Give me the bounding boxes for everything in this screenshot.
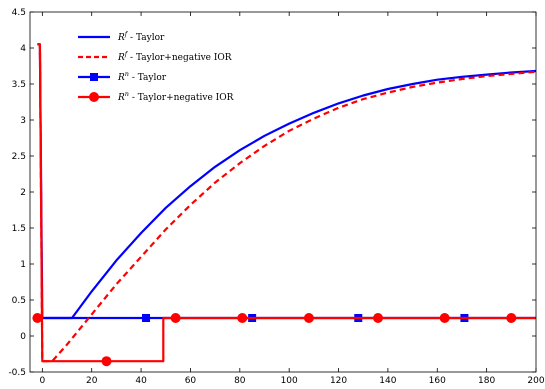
x-tick-label: 80 <box>234 376 246 386</box>
legend-label-superscript: n <box>125 90 129 98</box>
legend-label: Rf - Taylor <box>117 30 165 43</box>
legend-label-text: - Taylor <box>127 33 165 43</box>
x-tick-label: 140 <box>379 376 396 386</box>
y-tick-label: 0 <box>20 332 26 342</box>
x-tick-label: 100 <box>281 376 298 386</box>
legend-label-text: - Taylor+negative IOR <box>129 93 234 103</box>
legend-label-symbol: R <box>117 53 125 63</box>
data-point-circle <box>237 313 248 323</box>
legend-label-superscript: n <box>125 70 129 78</box>
legend-label-superscript: f <box>124 30 129 38</box>
axis-ticks: 0 20 40 60 80 100 120 140 160 180 200 -0.5 0 0.5 1 1.5 2… <box>8 8 544 386</box>
data-point-circle <box>439 313 450 323</box>
y-tick-label: 2.5 <box>12 152 26 162</box>
legend-entry-0: Rf - Taylor <box>78 30 165 43</box>
legend-swatch-circle <box>89 92 99 102</box>
series-1 <box>37 43 537 363</box>
x-tick-label: 0 <box>39 376 45 386</box>
data-point-circle <box>101 356 112 367</box>
x-tick-label: 160 <box>429 376 446 386</box>
series-line <box>37 43 537 320</box>
legend-entry-1: Rf - Taylor+negative IOR <box>78 50 232 63</box>
data-point-circle <box>32 313 43 323</box>
y-tick-label: 4.5 <box>12 8 26 18</box>
y-tick-label: 3.5 <box>12 80 26 90</box>
data-point-circle <box>506 313 517 323</box>
plot-area-background <box>30 12 536 372</box>
data-point-circle <box>170 313 181 323</box>
x-tick-label: 40 <box>135 376 147 386</box>
data-point-square <box>142 314 151 322</box>
y-tick-label: 2 <box>20 188 26 198</box>
series-line <box>37 43 537 363</box>
x-tick-label: 180 <box>478 376 495 386</box>
legend-entry-3: Rn - Taylor+negative IOR <box>78 90 234 103</box>
series-3 <box>32 43 536 367</box>
legend-label: Rf - Taylor+negative IOR <box>117 50 232 63</box>
legend-label-symbol: R <box>117 33 125 43</box>
legend-label-symbol: R <box>117 93 125 103</box>
x-tick-label: 120 <box>330 376 347 386</box>
y-tick-label: 1 <box>20 260 26 270</box>
y-tick-label: -0.5 <box>8 368 26 378</box>
y-tick-label: 0.5 <box>12 296 26 306</box>
data-point-circle <box>373 313 384 323</box>
legend-label-text: - Taylor+negative IOR <box>127 53 232 63</box>
x-tick-label: 20 <box>86 376 98 386</box>
legend-label-text: - Taylor <box>129 73 167 83</box>
series-0 <box>37 43 537 320</box>
legend-label: Rn - Taylor <box>117 70 167 83</box>
legend-label: Rn - Taylor+negative IOR <box>117 90 234 103</box>
series-layer <box>32 43 537 367</box>
x-tick-label: 60 <box>185 376 197 386</box>
y-tick-label: 1.5 <box>12 224 26 234</box>
legend-swatch-square <box>90 73 98 81</box>
legend-entry-2: Rn - Taylor <box>78 70 167 83</box>
y-tick-label: 4 <box>20 44 26 54</box>
y-tick-label: 3 <box>20 116 26 126</box>
x-tick-label: 200 <box>527 376 544 386</box>
legend-label-superscript: f <box>124 50 129 58</box>
data-point-circle <box>303 313 314 323</box>
legend-label-symbol: R <box>117 73 125 83</box>
